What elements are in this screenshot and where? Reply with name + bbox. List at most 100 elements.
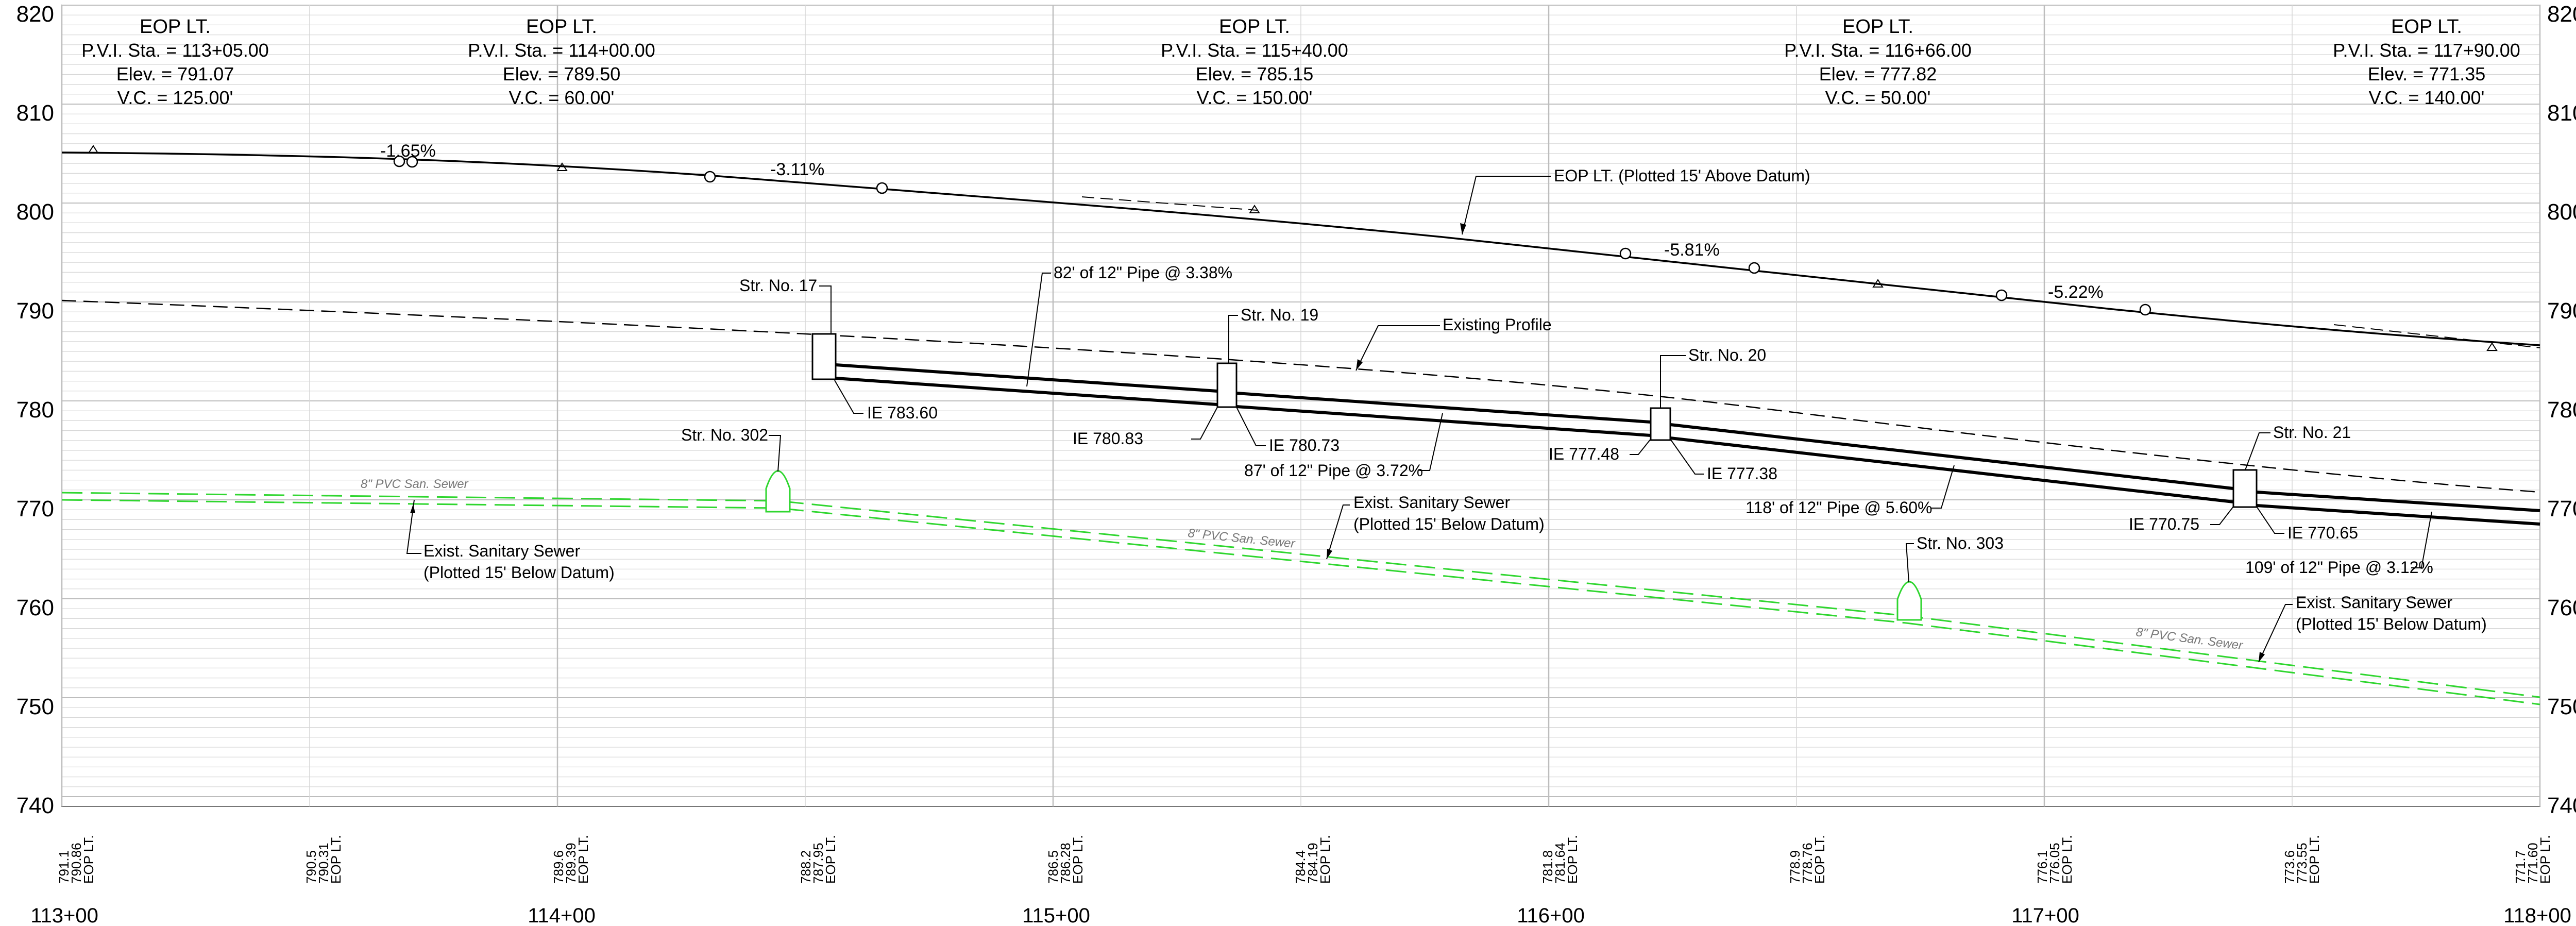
pvi-triangle-icon xyxy=(556,162,568,171)
pipe-leader xyxy=(1419,413,1443,471)
sanitary-callout-line2: (Plotted 15' Below Datum) xyxy=(1353,515,1545,533)
pvi-vertical-curve: V.C. = 60.00' xyxy=(509,87,615,108)
pipe-crown xyxy=(2256,491,2540,512)
eop-profile xyxy=(61,151,2540,346)
sanitary-manhole-icon xyxy=(1896,581,1922,621)
elev-tick-label: 810 xyxy=(16,100,54,126)
structure-leader xyxy=(1228,315,1238,363)
invert-label: IE 780.73 xyxy=(1269,436,1340,454)
station-label: 118+00 xyxy=(2503,904,2571,926)
structure-leader xyxy=(1660,355,1686,408)
existing-profile-leader xyxy=(1355,325,1440,371)
pvi-station: P.V.I. Sta. = 116+66.00 xyxy=(1784,40,1972,61)
eop-tag: EOP LT. xyxy=(2537,835,2553,884)
invert-leader xyxy=(1236,407,1266,446)
structure-label: Str. No. 303 xyxy=(1917,534,2004,552)
elev-tick-label: 750 xyxy=(16,694,54,719)
existing-elev: 789.6 xyxy=(551,850,566,884)
elev-tick-label: 770 xyxy=(16,496,54,521)
existing-elev: 773.6 xyxy=(2282,850,2297,884)
invert-label: IE 770.75 xyxy=(2129,515,2199,533)
eop-tag: EOP LT. xyxy=(1812,835,1827,884)
bottom-elevation-readouts: 791.1 790.86 EOP LT. 790.5 790.31 EOP LT… xyxy=(56,835,2553,884)
pvi-vertical-curve: V.C. = 50.00' xyxy=(1825,87,1931,108)
pvc-circle-icon xyxy=(393,155,405,167)
eop-tangent-dashed xyxy=(1081,196,1258,211)
arrowhead-icon xyxy=(410,504,415,513)
existing-ground-profile xyxy=(61,299,2540,493)
pvi-station: P.V.I. Sta. = 113+05.00 xyxy=(81,40,269,61)
structure-leader xyxy=(1905,543,1914,583)
pvi-triangle-icon xyxy=(1249,205,1260,213)
pvc-circle-icon xyxy=(704,171,716,183)
invert-label: IE 777.48 xyxy=(1549,445,1619,463)
eop-tag: EOP LT. xyxy=(2307,835,2322,884)
storm-pipe-run xyxy=(835,363,2540,526)
existing-elev: 778.9 xyxy=(1787,850,1803,884)
eop-callout-leader xyxy=(1462,176,1551,235)
sanitary-leader xyxy=(2258,604,2293,663)
invert-label: IE 783.60 xyxy=(867,403,938,422)
proposed-elev: 773.55 xyxy=(2294,843,2310,884)
pvi-label-block: EOP LT. P.V.I. Sta. = 116+66.00 Elev. = … xyxy=(1784,16,1972,108)
station-label: 114+00 xyxy=(528,904,596,926)
arrowhead-icon xyxy=(1327,549,1332,559)
elev-readout: 771.7 771.60 EOP LT. xyxy=(2513,835,2553,884)
pvc-circle-icon xyxy=(1619,247,1632,260)
elev-tick-label: 800 xyxy=(16,199,54,225)
existing-sanitary-sewer xyxy=(61,492,2540,705)
station-label: 113+00 xyxy=(30,904,98,926)
elev-readout: 773.6 773.55 EOP LT. xyxy=(2282,835,2322,884)
structure-leader xyxy=(2245,432,2270,470)
elev-readout: 786.5 786.28 EOP LT. xyxy=(1045,835,1086,884)
eop-callout-label: EOP LT. (Plotted 15' Above Datum) xyxy=(1554,166,1810,185)
pipe-leader xyxy=(1026,273,1051,387)
pipe-crown xyxy=(1236,392,1651,424)
eop-tag: EOP LT. xyxy=(2059,835,2075,884)
pvi-elevation: Elev. = 789.50 xyxy=(503,63,621,85)
arrowhead-icon xyxy=(1356,359,1363,371)
existing-elev: 771.7 xyxy=(2513,850,2528,884)
pvi-title: EOP LT. xyxy=(1842,16,1913,38)
sanitary-callout-line1: Exist. Sanitary Sewer xyxy=(423,542,580,560)
station-label: 117+00 xyxy=(2011,904,2079,926)
pvi-triangle-icon xyxy=(2486,342,2498,351)
invert-label: IE 770.65 xyxy=(2287,524,2358,542)
elev-tick-label: 760 xyxy=(16,595,54,620)
elev-readout: 776.1 776.05 EOP LT. xyxy=(2035,835,2075,884)
invert-leader xyxy=(1670,439,1704,475)
pipe-label: 82' of 12" Pipe @ 3.38% xyxy=(1054,263,1232,282)
ie-leader-right xyxy=(1191,407,1218,440)
pvi-elevation: Elev. = 785.15 xyxy=(1196,63,1314,85)
pipe-crown xyxy=(1670,423,2234,490)
elev-readout: 791.1 790.86 EOP LT. xyxy=(56,835,96,884)
elev-tick-label: 820 xyxy=(16,2,54,27)
eop-tag: EOP LT. xyxy=(81,835,96,884)
ie-leader-right xyxy=(1630,439,1651,455)
elevation-axis-left: 820 810 800 790 780 770 760 750 740 xyxy=(16,2,54,818)
existing-elev: 781.8 xyxy=(1540,850,1555,884)
pvi-title: EOP LT. xyxy=(140,16,211,38)
pipe-label: 118' of 12" Pipe @ 5.60% xyxy=(1745,498,1932,517)
elev-readout: 778.9 778.76 EOP LT. xyxy=(1787,835,1827,884)
existing-elev: 786.5 xyxy=(1045,850,1061,884)
proposed-elev: 781.64 xyxy=(1552,843,1568,884)
proposed-elev: 784.19 xyxy=(1305,843,1320,884)
structure-label: Str. No. 19 xyxy=(1241,306,1318,324)
eop-tag: EOP LT. xyxy=(823,835,838,884)
pvc-circle-icon xyxy=(2139,304,2151,316)
proposed-elev: 790.31 xyxy=(316,843,331,884)
elev-tick-label: 820 xyxy=(2547,2,2576,27)
structure-box xyxy=(1216,362,1238,408)
proposed-elev: 789.39 xyxy=(563,843,579,884)
sanitary-leader xyxy=(1326,504,1350,560)
pvi-title: EOP LT. xyxy=(1219,16,1290,38)
pvi-elevation: Elev. = 771.35 xyxy=(2368,63,2486,85)
pvc-sewer-tag: 8" PVC San. Sewer xyxy=(361,477,469,491)
structure-box xyxy=(1650,407,1671,441)
invert-label: IE 780.83 xyxy=(1073,429,1143,448)
structure-box xyxy=(2232,469,2258,508)
pvi-label-block: EOP LT. P.V.I. Sta. = 115+40.00 Elev. = … xyxy=(1161,16,1348,108)
pvi-title: EOP LT. xyxy=(2391,16,2462,38)
